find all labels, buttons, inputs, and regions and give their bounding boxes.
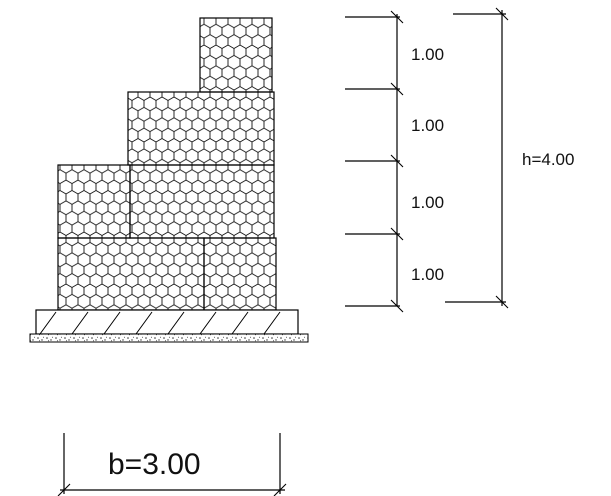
segment-label-1: 1.00 (411, 45, 444, 64)
base-label: b=3.00 (108, 448, 201, 481)
base-dimension: b=3.00 (57, 433, 287, 496)
segment-label-2: 1.00 (411, 116, 444, 135)
gabion-block-top (200, 18, 272, 92)
foundation (29, 309, 309, 343)
gabion-block-row1-left (58, 238, 204, 310)
segment-dimensions: 1.00 1.00 1.00 1.00 (345, 10, 444, 313)
gabion-blocks (57, 17, 277, 311)
gravel-bed (29, 333, 309, 343)
foundation-hatch (39, 311, 281, 335)
foundation-slab (35, 309, 299, 335)
gabion-block-row1-right (204, 238, 276, 310)
gabion-block-row2-left (58, 165, 130, 238)
height-label: h=4.00 (522, 150, 574, 169)
gabion-block-row3 (128, 92, 274, 165)
gabion-block-row2-right (130, 165, 274, 238)
height-dimension: h=4.00 (445, 7, 574, 309)
segment-label-3: 1.00 (411, 193, 444, 212)
segment-label-4: 1.00 (411, 265, 444, 284)
